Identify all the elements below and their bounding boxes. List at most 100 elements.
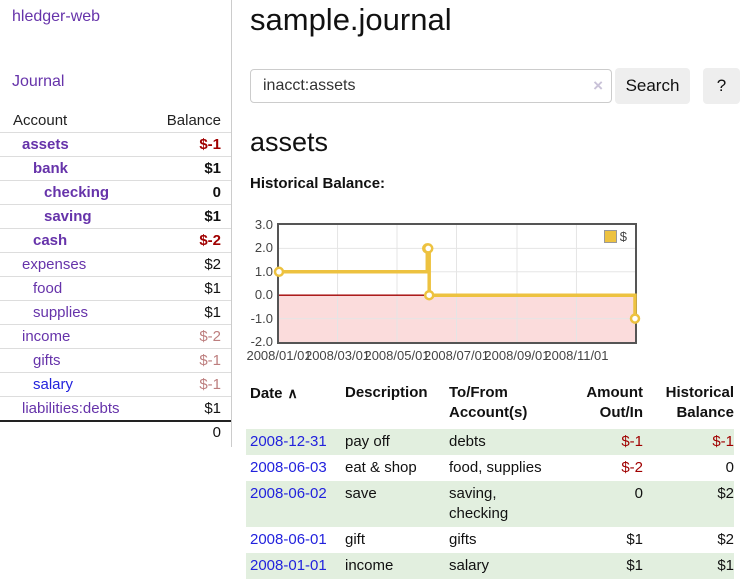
account-row: checking 0 [0,180,231,204]
account-link[interactable]: gifts [33,352,61,369]
accounts-total-value: 0 [212,424,221,441]
app-title-link[interactable]: hledger-web [12,8,101,25]
account-balance: $1 [204,400,221,417]
y-axis-tick-label: -2.0 [250,334,273,349]
column-header-label: Date [250,385,283,402]
account-balance: $-1 [199,136,221,153]
search-button[interactable]: Search [615,68,690,104]
transaction-row: 2008-06-02 save saving, checking 0 $2 [246,481,734,527]
column-header-label: Amount Out/In [586,384,643,421]
transaction-amount: 0 [555,481,643,527]
transaction-row: 2008-01-01 income salary $1 $1 [246,553,734,579]
column-header: Description [345,381,449,429]
account-balance: $-2 [199,232,221,249]
x-axis-tick-label: 2008/09/01 [484,348,550,363]
clear-search-icon[interactable]: × [593,76,603,95]
account-link[interactable]: income [22,328,71,345]
page-title: sample.journal [250,2,452,37]
transaction-date-cell: 2008-06-03 [246,455,345,481]
account-row: income $-2 [0,324,231,348]
data-point-marker [273,266,285,278]
search-bar: × Search ? [250,68,742,104]
account-link[interactable]: liabilities:debts [22,400,120,417]
transaction-accounts: salary [449,553,555,579]
transaction-date-cell: 2008-06-01 [246,527,345,553]
account-link[interactable]: bank [33,160,69,177]
account-row: cash $-2 [0,228,231,252]
column-header-label: To/From Account(s) [449,384,528,421]
account-row: saving $1 [0,204,231,228]
transaction-date-link[interactable]: 2008-06-03 [250,459,327,476]
account-balance: $1 [204,208,221,225]
transaction-balance: $1 [643,553,734,579]
transaction-accounts: saving, checking [449,481,555,527]
transaction-balance: $2 [643,481,734,527]
data-point-marker [423,289,435,301]
account-row: food $1 [0,276,231,300]
transaction-date-link[interactable]: 2008-01-01 [250,557,327,574]
account-row: salary $-1 [0,372,231,396]
account-row: bank $1 [0,156,231,180]
transaction-row: 2008-12-31 pay off debts $-1 $-1 [246,429,734,455]
account-row: liabilities:debts $1 [0,396,231,420]
transaction-amount: $1 [555,553,643,579]
account-link[interactable]: salary [33,376,74,393]
transaction-description: income [345,553,449,579]
help-button[interactable]: ? [703,68,740,104]
transactions-table: Date ∧ Description To/From Account(s) Amount… [246,381,734,579]
transaction-date-link[interactable]: 2008-06-01 [250,531,327,548]
historical-balance-chart: $ 3.0 2.0 1.0 0.0 -1.0 -2.0 2008/01/01 2008/03/… [246,217,641,363]
account-balance: $1 [204,160,221,177]
transaction-accounts: food, supplies [449,459,542,476]
account-row: supplies $1 [0,300,231,324]
account-link[interactable]: cash [33,232,68,249]
account-balance: $1 [204,280,221,297]
column-header: Date ∧ [246,381,345,429]
x-axis-tick-label: 2008/07/01 [423,348,490,363]
account-link[interactable]: checking [44,184,110,201]
transaction-accounts: debts [449,429,555,455]
data-point-marker [629,313,641,324]
account-balance: $-2 [199,328,221,345]
transaction-balance: $2 [717,531,734,548]
y-axis-tick-label: 0.0 [254,287,273,303]
transactions-body: 2008-12-31 pay off debts $-1 $-1 2008-06-03 ea… [246,429,734,579]
transaction-balance: $-1 [643,429,734,455]
account-link[interactable]: saving [44,208,92,225]
chart-svg [273,225,641,342]
account-link[interactable]: expenses [22,256,87,273]
transaction-accounts: gifts [449,531,477,548]
x-axis-tick-label: 2008/01/01 [246,348,312,363]
transaction-date-link[interactable]: 2008-12-31 [250,433,327,450]
sidebar: hledger-web Journal Account Balance asse… [0,0,232,447]
transaction-description: save [345,481,449,527]
account-balance: $1 [204,304,221,321]
y-axis-tick-label: 1.0 [254,263,273,279]
transaction-row: 2008-06-03 eat & shop food, supplies $-2 0 [246,455,734,481]
account-link[interactable]: supplies [33,304,89,321]
transaction-amount: $-1 [555,429,643,455]
legend-label: $ [619,229,627,244]
transaction-description: pay off [345,429,449,455]
transaction-amount: $-2 [621,459,643,476]
legend-swatch-icon [603,230,617,243]
account-balance: $-1 [199,376,221,393]
account-row: assets $-1 [0,132,231,156]
nav-journal-link[interactable]: Journal [12,73,65,90]
transaction-date-link[interactable]: 2008-06-02 [250,485,327,502]
main-content: sample.journal × Search ? assets Histori… [246,0,742,579]
account-link[interactable]: assets [22,136,69,153]
account-balance: $-1 [199,352,221,369]
column-header: To/From Account(s) [449,381,555,429]
search-input-wrap: × [250,69,612,103]
transaction-amount: $1 [626,531,643,548]
sort-asc-icon[interactable]: ∧ [287,385,298,401]
transactions-header-row: Date ∧ Description To/From Account(s) Amount… [246,381,734,429]
x-axis-tick-label: 2008/03/01 [304,348,371,363]
search-input[interactable] [250,69,612,103]
account-link[interactable]: food [33,280,63,297]
column-header: Historical Balance [643,381,734,429]
transaction-date-cell: 2008-12-31 [246,429,345,455]
account-balance: $2 [204,256,221,273]
y-axis-tick-label: 2.0 [254,240,273,256]
